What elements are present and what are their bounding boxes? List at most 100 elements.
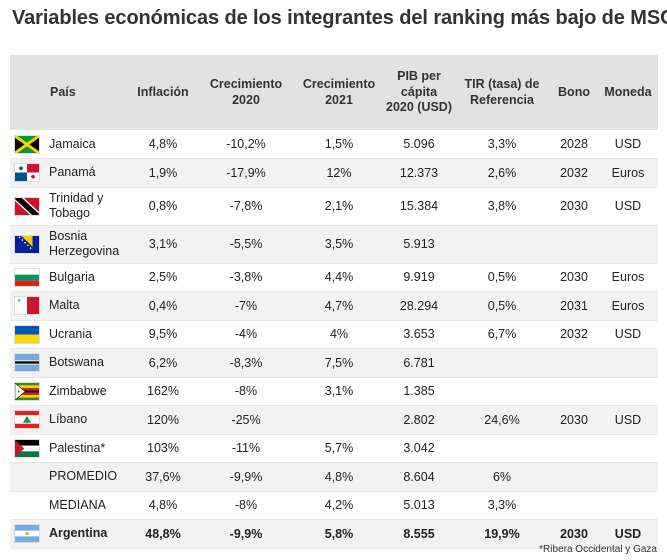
botswana-flag-icon [14, 353, 40, 373]
table-header-row: País Inflación Crecimiento 2020 Crecimie… [10, 55, 658, 130]
cell-moneda: USD [614, 327, 642, 342]
cell-tir: 24,6% [484, 412, 520, 427]
cell-pais: Jamaica [10, 130, 128, 159]
cell-moneda: USD [614, 526, 642, 541]
cell-bono: 2032 [560, 165, 588, 180]
cell-crecimiento-2021: 4,7% [324, 298, 354, 313]
cell-pib: 1.385 [403, 384, 435, 399]
country-name: Bosnia Herzegovina [49, 229, 120, 258]
cell-bono [550, 491, 598, 520]
country-name: PROMEDIO [49, 469, 118, 484]
cell-pib: 15.384 [399, 199, 439, 213]
cell-crecimiento-2020: -7% [234, 298, 258, 313]
cell-pais: Líbano [10, 406, 128, 435]
cell-pib: 6.781 [403, 355, 435, 370]
cell-pib: 12.373 [399, 165, 439, 180]
header-bono: Bono [558, 84, 590, 99]
cell-bono [550, 463, 598, 492]
cell-crecimiento-2021: 4,4% [324, 270, 354, 285]
header-inflacion: Inflación [137, 84, 189, 99]
bulgaria-flag-icon [14, 267, 40, 287]
cell-tir: 6% [492, 469, 512, 484]
cell-inflacion: 48,8% [145, 526, 181, 541]
cell-crecimiento-2020: -5,5% [229, 237, 263, 251]
cell-crecimiento-2020: -7,8% [229, 199, 263, 213]
country-name: Malta [49, 298, 80, 313]
cell-bono: 2028 [560, 137, 588, 151]
cell-pais: Bosnia Herzegovina [10, 225, 128, 263]
cell-crecimiento-2020: -9,9% [229, 469, 263, 484]
table-row: Trinidad y Tobago 0,8% -7,8% 2,1% 15.384 3,8%… [10, 187, 658, 225]
table-row: Zimbabwe 162% -8% 3,1% 1.385 [10, 377, 658, 406]
cell-pais: MEDIANA [10, 491, 128, 520]
cell-tir: 3,8% [487, 199, 517, 213]
cell-tir: 19,9% [484, 526, 520, 541]
cell-inflacion: 4,8% [148, 137, 178, 151]
cell-bono: 2030 [560, 526, 588, 541]
cell-inflacion: 9,5% [148, 327, 178, 342]
cell-inflacion: 162% [147, 384, 179, 399]
header-crecimiento-2020: Crecimiento 2020 [209, 77, 283, 107]
cell-bono [550, 434, 598, 463]
cell-crecimiento-2020: -25% [231, 412, 261, 427]
cell-inflacion: 0,8% [148, 199, 178, 213]
country-name: Trinidad y Tobago [49, 191, 104, 220]
cell-pib: 3.653 [403, 327, 435, 342]
table-row: Botswana 6,2% -8,3% 7,5% 6.781 [10, 348, 658, 378]
palestine-flag-icon [14, 438, 40, 458]
table-row: Jamaica 4,8% -10,2% 1,5% 5.096 3,3% 2028 USD [10, 130, 658, 159]
country-name: Ucrania [49, 326, 93, 341]
panama-flag-icon [14, 163, 40, 183]
table-row: MEDIANA 4,8% -8% 4,2% 5.013 3,3% [10, 491, 658, 520]
cell-moneda: USD [614, 412, 642, 427]
cell-crecimiento-2020: -8,3% [229, 355, 263, 370]
cell-pib: 9.919 [403, 270, 435, 285]
cell-inflacion: 0,4% [148, 298, 178, 313]
table-row: Argentina 48,8% -9,9% 5,8% 8.555 19,9% 2030 USD [10, 519, 658, 549]
cell-tir: 6,7% [487, 327, 517, 342]
cell-tir: 3,3% [487, 137, 517, 151]
jamaica-flag-icon [14, 134, 40, 154]
malta-flag-icon [14, 296, 40, 316]
header-tir: TIR (tasa) de Referencia [464, 77, 540, 107]
cell-pais: Palestina* [10, 434, 128, 463]
cell-pib: 5.913 [403, 237, 435, 251]
country-name: Jamaica [49, 136, 96, 151]
table-row: Panamá 1,9% -17,9% 12% 12.373 2,6% 2032 Euros [10, 158, 658, 187]
cell-pais: Malta [10, 292, 128, 321]
cell-crecimiento-2021 [294, 406, 384, 435]
cell-crecimiento-2021: 5,8% [324, 526, 354, 541]
table-row: Bulgaria 2,5% -3,8% 4,4% 9.919 0,5% 2030 Euros [10, 263, 658, 292]
cell-moneda [598, 225, 658, 263]
cell-crecimiento-2021: 5,7% [324, 441, 354, 456]
country-name: Argentina [49, 526, 108, 541]
cell-crecimiento-2020: -17,9% [226, 165, 266, 180]
cell-tir: 3,3% [487, 498, 517, 513]
zimbabwe-flag-icon [14, 381, 40, 401]
cell-tir: 2,6% [487, 165, 517, 180]
cell-pais: Argentina [10, 520, 128, 549]
cell-crecimiento-2021: 2,1% [324, 199, 354, 213]
table-row: Líbano 120% -25% 2.802 24,6% 2030 USD [10, 405, 658, 435]
cell-pib: 5.096 [403, 137, 435, 151]
cell-inflacion: 3,1% [148, 237, 178, 251]
cell-bono [550, 349, 598, 378]
cell-tir: 0,5% [487, 270, 517, 285]
cell-moneda [598, 434, 658, 463]
cell-crecimiento-2021: 3,5% [324, 237, 354, 251]
cell-crecimiento-2020: -9,9% [229, 526, 263, 541]
chart-title: Variables económicas de los integrantes … [12, 7, 667, 29]
cell-crecimiento-2021: 4,2% [324, 498, 354, 513]
ukraine-flag-icon [14, 324, 40, 344]
country-name: MEDIANA [49, 497, 106, 512]
data-table: País Inflación Crecimiento 2020 Crecimie… [10, 55, 658, 549]
cell-pais: Trinidad y Tobago [10, 187, 128, 225]
cell-inflacion: 120% [147, 412, 179, 427]
country-name: Palestina* [49, 440, 106, 455]
argentina-flag-icon [14, 524, 40, 544]
header-pais: País [50, 84, 76, 99]
country-name: Botswana [49, 355, 104, 370]
cell-crecimiento-2020: -10,2% [226, 137, 266, 151]
cell-crecimiento-2020: -8% [234, 498, 258, 513]
cell-pais: PROMEDIO [10, 463, 128, 492]
